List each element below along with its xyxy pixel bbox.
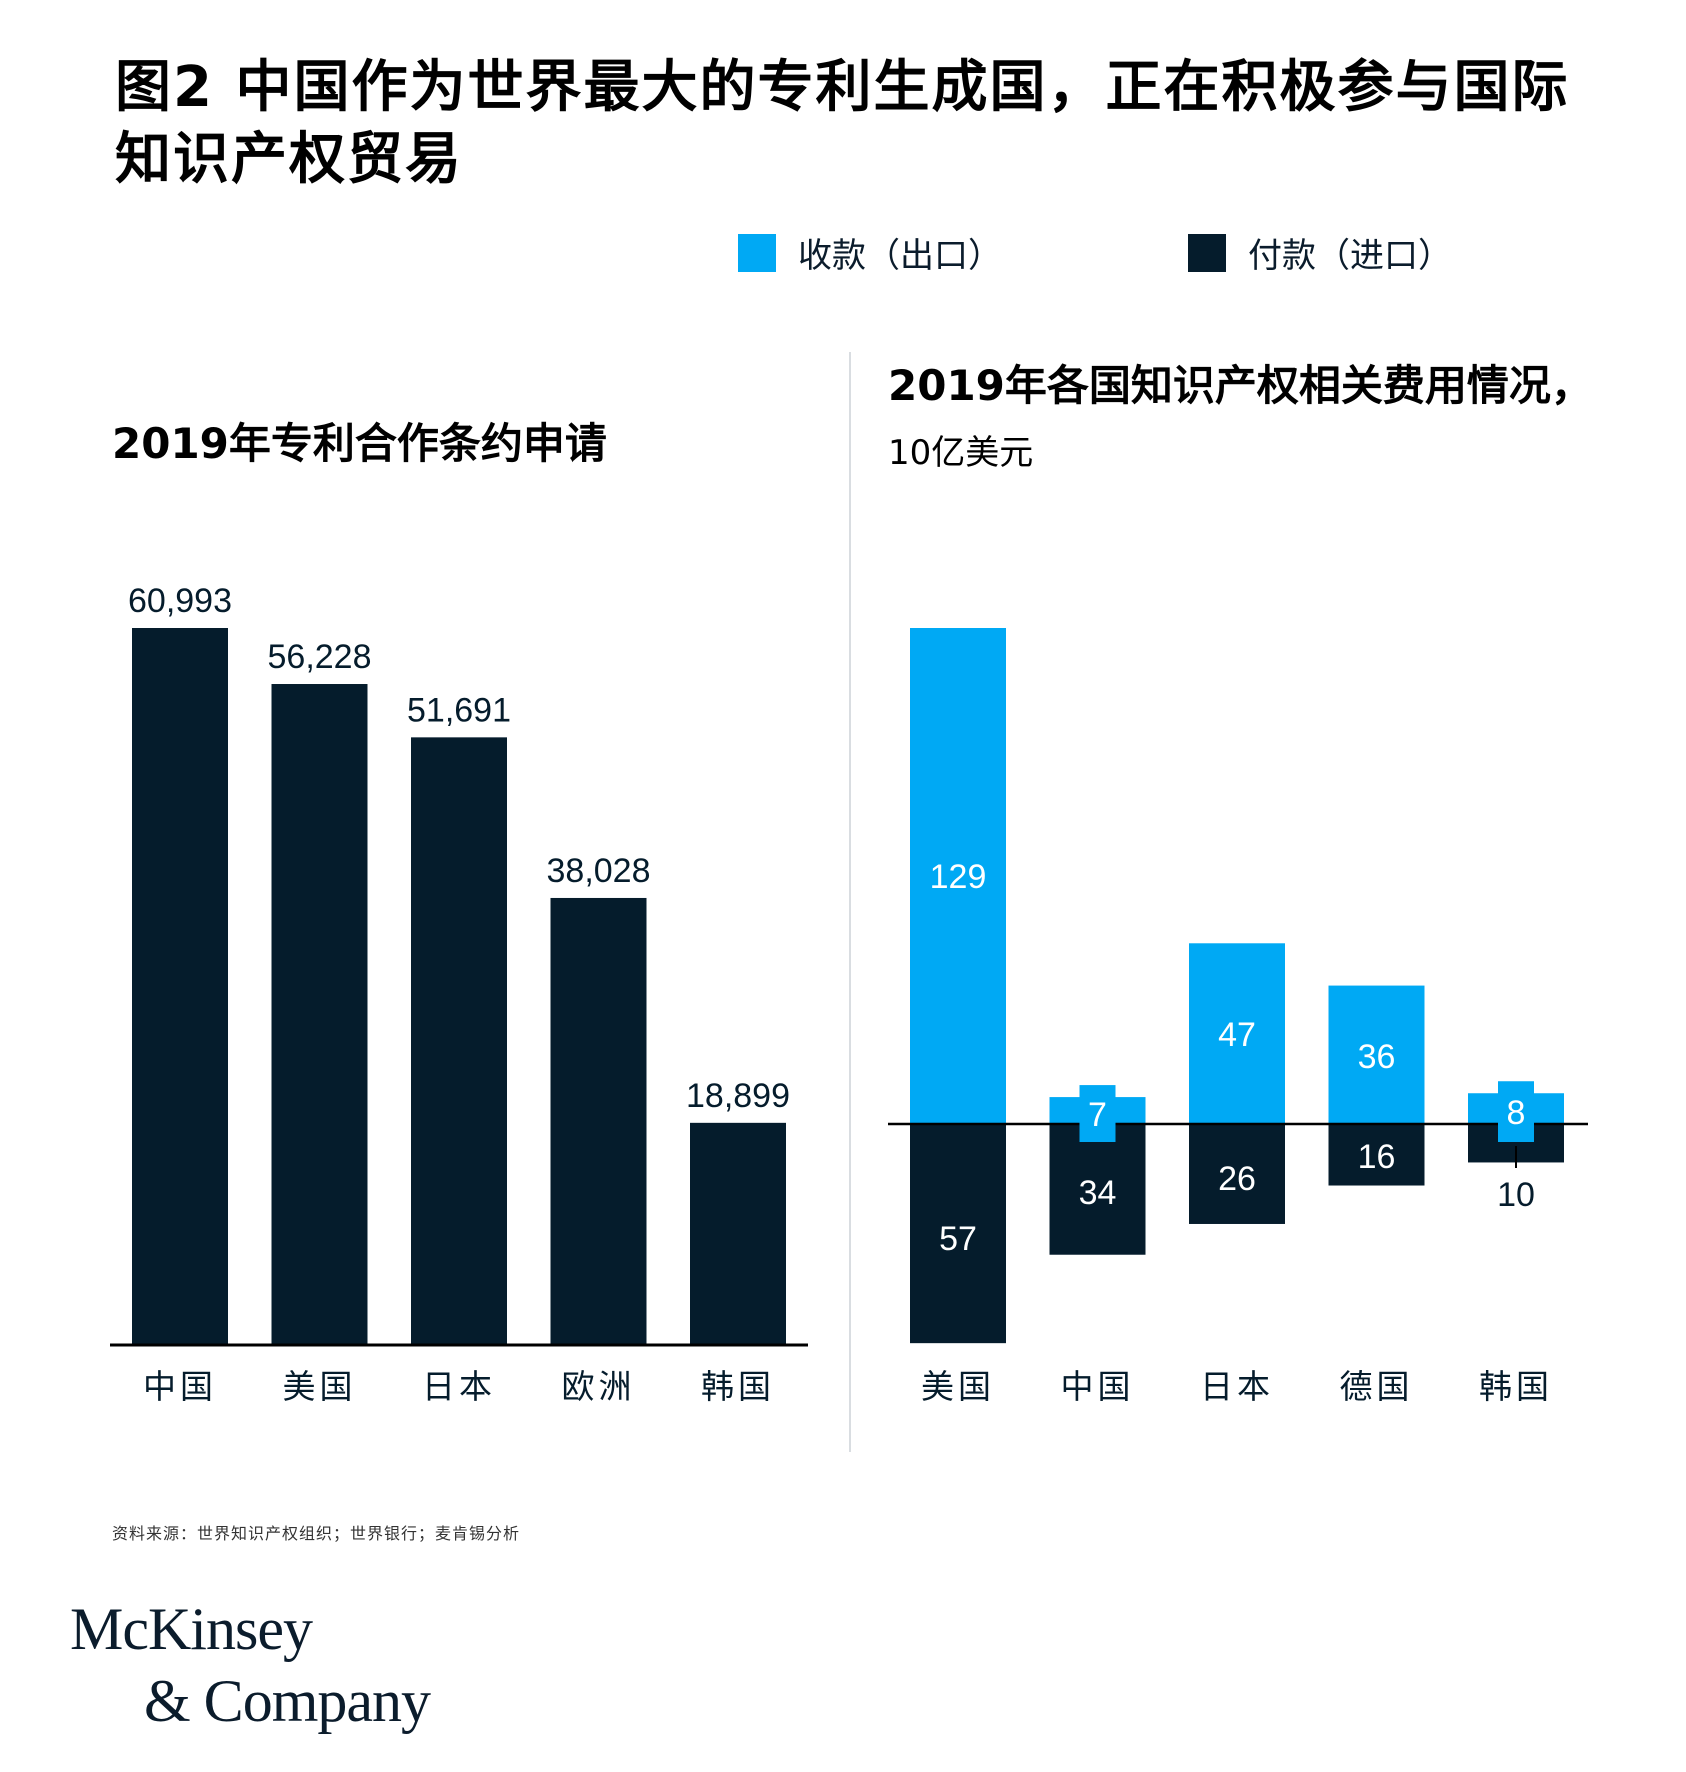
logo-line-2: & Company (144, 1668, 431, 1734)
pct-bar (411, 737, 507, 1345)
logo-line-1: McKinsey (70, 1596, 313, 1662)
pct-bar (690, 1122, 786, 1345)
pct-category-label: 韩国 (701, 1367, 775, 1406)
pct-value-label: 18,899 (686, 1077, 790, 1115)
receipts-label-tab (1498, 1081, 1534, 1142)
receipts-bar (1328, 985, 1425, 1124)
pct-value-label: 56,228 (268, 638, 372, 676)
pct-bar (550, 897, 647, 1345)
receipts-bar (1189, 943, 1285, 1124)
payments-value-label: 26 (1218, 1160, 1256, 1198)
pct-category-label: 欧洲 (562, 1367, 636, 1406)
payments-value-label: 57 (939, 1220, 977, 1258)
pct-category-label: 美国 (283, 1367, 357, 1406)
right-chart-title: 2019年各国知识产权相关费用情况， 10亿美元 (888, 354, 1608, 485)
figure-title: 图2 中国作为世界最大的专利生成国，正在积极参与国际知识产权贸易 (115, 55, 1570, 192)
pct-category-label: 中国 (143, 1367, 217, 1406)
pct-bar (132, 628, 228, 1345)
payments-bar (1189, 1124, 1285, 1224)
panel-divider (849, 352, 851, 1452)
ip-category-label: 中国 (1061, 1367, 1135, 1406)
payments-value-label: 10 (1497, 1176, 1535, 1214)
receipts-value-label: 8 (1507, 1094, 1526, 1132)
legend-item-receipts: 收款（出口） (738, 228, 1002, 277)
payments-value-label: 34 (1079, 1174, 1117, 1212)
legend-label-receipts: 收款（出口） (798, 236, 1002, 276)
payments-bar (1049, 1124, 1146, 1255)
receipts-value-label: 7 (1088, 1096, 1107, 1134)
pct-bar (271, 684, 368, 1345)
ip-category-label: 韩国 (1479, 1367, 1553, 1406)
left-chart-title: 2019年专利合作条约申请 (112, 419, 607, 468)
receipts-label-tab (1079, 1085, 1116, 1142)
pct-value-label: 60,993 (128, 582, 232, 620)
source-note: 资料来源：世界知识产权组织；世界银行；麦肯锡分析 (112, 1524, 521, 1543)
pct-value-label: 51,691 (407, 691, 511, 729)
payments-bar (910, 1124, 1006, 1344)
ip-category-label: 德国 (1340, 1367, 1414, 1406)
receipts-value-label: 36 (1358, 1038, 1396, 1076)
right-chart-unit: 10亿美元 (888, 433, 1034, 473)
right-chart-title-text: 2019年各国知识产权相关费用情况， (888, 361, 1593, 410)
legend-swatch-dark (1188, 233, 1226, 272)
pct-category-label: 日本 (422, 1367, 496, 1406)
ip-category-label: 美国 (921, 1367, 995, 1406)
payments-value-label: 16 (1358, 1138, 1396, 1176)
mckinsey-logo: McKinsey & Company (70, 1595, 490, 1755)
legend-swatch-blue (738, 233, 776, 272)
receipts-value-label: 129 (930, 858, 987, 896)
receipts-bar (910, 628, 1006, 1124)
legend-label-payments: 付款（进口） (1248, 236, 1452, 276)
payments-bar (1328, 1124, 1425, 1186)
receipts-value-label: 47 (1218, 1016, 1256, 1054)
legend-item-payments: 付款（进口） (1188, 228, 1452, 277)
ip-category-label: 日本 (1200, 1367, 1274, 1406)
pct-value-label: 38,028 (547, 852, 651, 890)
